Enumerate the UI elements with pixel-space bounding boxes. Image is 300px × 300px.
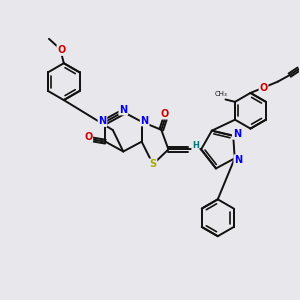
Text: N: N	[234, 155, 242, 165]
Text: H: H	[192, 141, 199, 150]
Text: N: N	[119, 105, 127, 115]
Text: O: O	[84, 132, 92, 142]
Text: O: O	[161, 109, 169, 119]
Text: S: S	[149, 159, 157, 169]
Text: N: N	[233, 129, 241, 139]
Text: N: N	[141, 116, 149, 126]
Text: CH₃: CH₃	[214, 92, 227, 98]
Text: N: N	[98, 116, 106, 126]
Text: O: O	[57, 45, 66, 55]
Text: O: O	[260, 82, 268, 93]
